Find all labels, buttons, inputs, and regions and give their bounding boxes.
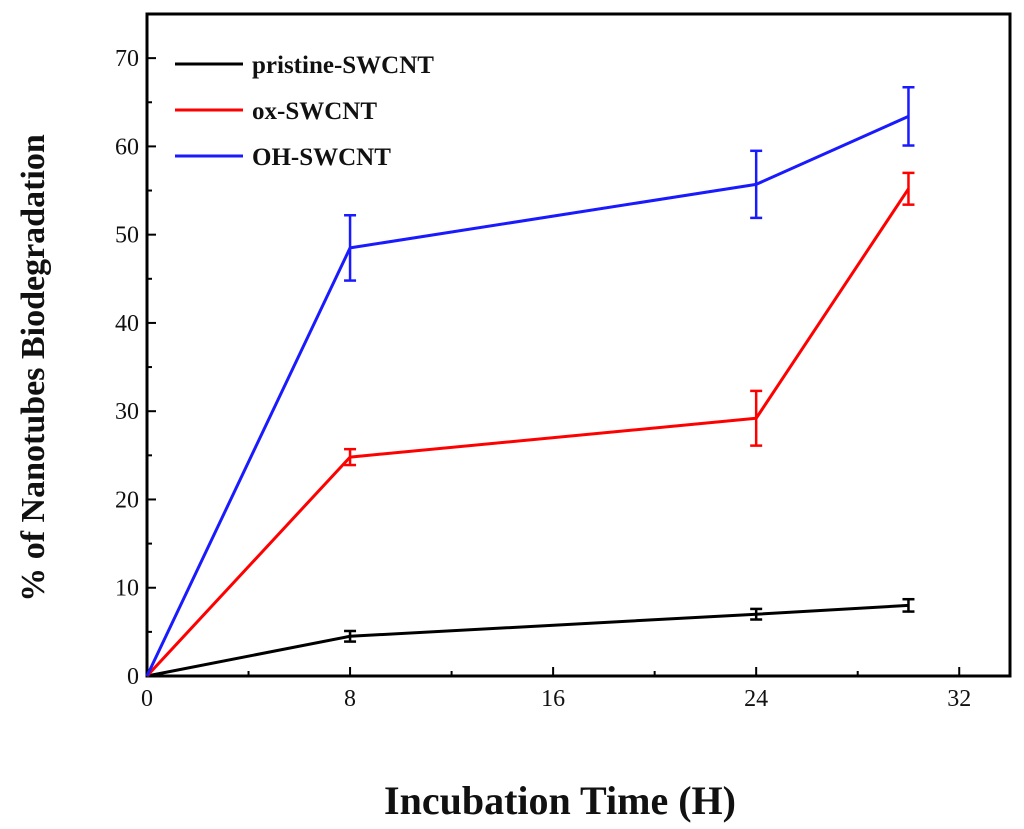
legend-label: ox-SWCNT [252,98,377,125]
legend-item: pristine-SWCNT [175,52,434,79]
series-OH-SWCNT [145,86,915,677]
y-tick-label: 10 [115,576,139,602]
series-pristine-SWCNT [146,597,915,678]
y-tick-label: 0 [127,664,139,690]
error-bar [750,149,763,220]
series-line [145,115,910,677]
series-line [146,603,909,678]
error-bar [750,607,763,621]
x-tick-label: 8 [344,686,356,712]
y-tick-label: 50 [115,223,139,249]
error-bar [902,171,915,206]
x-tick-label: 0 [141,686,153,712]
legend-item: OH-SWCNT [175,144,391,171]
plot-frame [145,12,1012,678]
y-axis-title: % of Nanotubes Biodegradation [15,134,52,602]
error-bar [344,447,357,467]
series-ox-SWCNT [145,171,915,678]
error-bar [902,86,915,147]
error-bar [902,597,915,613]
error-bar [344,213,357,282]
y-tick-label: 20 [115,487,139,513]
error-bar [750,389,763,447]
y-tick-label: 60 [115,134,139,160]
x-tick-label: 32 [947,686,971,712]
legend-label: pristine-SWCNT [252,52,434,79]
y-tick-label: 70 [115,46,139,72]
x-axis-title: Incubation Time (H) [384,778,736,823]
x-tick-label: 16 [541,686,565,712]
y-tick-label: 30 [115,399,139,425]
legend-item: ox-SWCNT [175,98,377,125]
x-tick-label: 24 [744,686,768,712]
y-tick-label: 40 [115,311,139,337]
error-bar [344,629,357,643]
series-line [145,187,910,678]
legend-label: OH-SWCNT [252,144,391,171]
